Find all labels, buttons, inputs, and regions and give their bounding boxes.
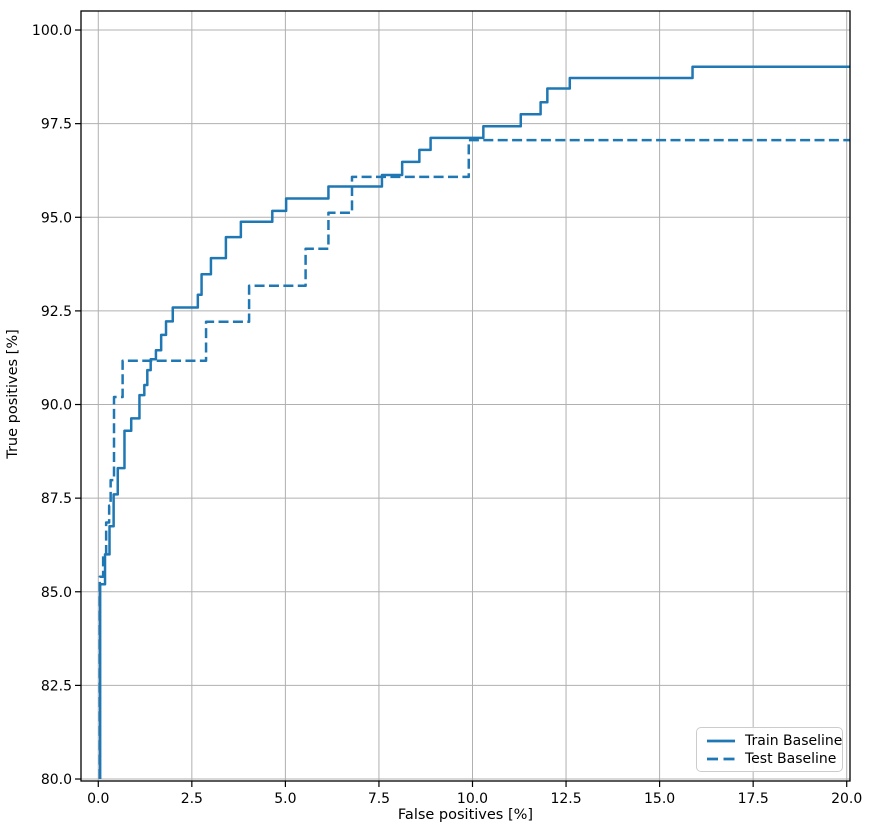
x-tick-label: 7.5 — [368, 791, 390, 807]
x-tick-label: 12.5 — [550, 791, 581, 807]
train-line-swatch-icon — [707, 739, 735, 743]
x-tick-label: 2.5 — [181, 791, 203, 807]
train-baseline-line — [98, 65, 850, 780]
y-tick-label: 90.0 — [41, 398, 72, 414]
y-tick-label: 95.0 — [41, 210, 72, 226]
axes-frame — [80, 10, 851, 782]
y-tick-label: 97.5 — [41, 117, 72, 133]
y-tick-label: 80.0 — [41, 772, 72, 788]
y-axis-label: True positives [%] — [5, 329, 21, 459]
legend-item-test-baseline: Test Baseline — [706, 750, 837, 768]
x-tick-label: 5.0 — [274, 791, 296, 807]
series-group — [98, 65, 850, 780]
y-tick-label: 100.0 — [32, 23, 72, 39]
y-tick-label: 87.5 — [41, 491, 72, 507]
x-tick-label: 17.5 — [738, 791, 769, 807]
y-tick-label: 82.5 — [41, 678, 72, 694]
legend-label-test-baseline: Test Baseline — [745, 751, 837, 767]
test-baseline-line — [98, 138, 850, 780]
x-tick-label: 10.0 — [457, 791, 488, 807]
legend-label-train-baseline: Train Baseline — [745, 733, 843, 749]
legend: Train Baseline Test Baseline — [696, 727, 843, 772]
test-line-swatch-icon — [707, 757, 735, 761]
x-tick-label: 0.0 — [87, 791, 109, 807]
x-tick-label: 20.0 — [831, 791, 862, 807]
grid — [81, 11, 850, 781]
x-axis-label: False positives [%] — [397, 807, 534, 823]
ticks: 0.0 2.5 5.0 7.5 10.0 12.5 15.0 17.5 20.0 80.0 82.5… — [32, 23, 862, 807]
x-tick-label: 15.0 — [644, 791, 675, 807]
legend-item-train-baseline: Train Baseline — [706, 732, 842, 750]
y-tick-label: 92.5 — [41, 304, 72, 320]
y-tick-label: 85.0 — [41, 585, 72, 601]
